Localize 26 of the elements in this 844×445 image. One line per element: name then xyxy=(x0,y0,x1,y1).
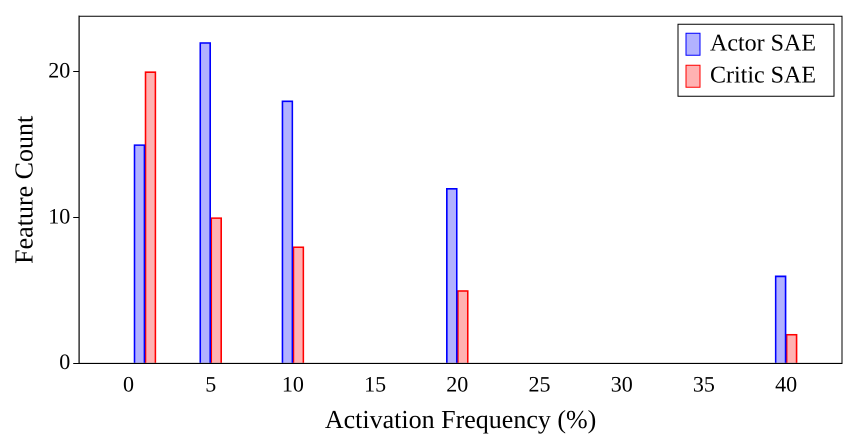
x-tick-label: 0 xyxy=(123,371,134,396)
x-tick-label: 40 xyxy=(775,371,798,396)
x-tick-label: 20 xyxy=(446,371,468,396)
y-axis-title: Feature Count xyxy=(9,115,38,264)
bar xyxy=(210,217,222,363)
bar xyxy=(456,290,469,363)
x-tick-label: 10 xyxy=(282,371,304,396)
legend-label: Actor SAE xyxy=(710,30,816,56)
bar xyxy=(292,246,304,363)
y-tick-label: 20 xyxy=(48,57,70,82)
x-tick-label: 25 xyxy=(528,371,551,396)
bar xyxy=(199,42,212,363)
bar xyxy=(786,334,798,363)
x-tick-label: 15 xyxy=(364,371,386,396)
x-tick-label: 30 xyxy=(610,371,633,396)
x-axis-title: Activation Frequency (%) xyxy=(324,405,596,434)
bar xyxy=(134,144,146,363)
y-tick-label: 10 xyxy=(48,203,70,228)
legend-label: Critic SAE xyxy=(710,62,816,88)
bar xyxy=(446,188,458,363)
x-tick-label: 35 xyxy=(692,371,715,396)
bar xyxy=(774,276,786,363)
x-tick-label: 5 xyxy=(205,371,216,396)
bar xyxy=(144,71,156,363)
bar xyxy=(282,100,294,363)
y-tick-label: 0 xyxy=(59,349,70,374)
